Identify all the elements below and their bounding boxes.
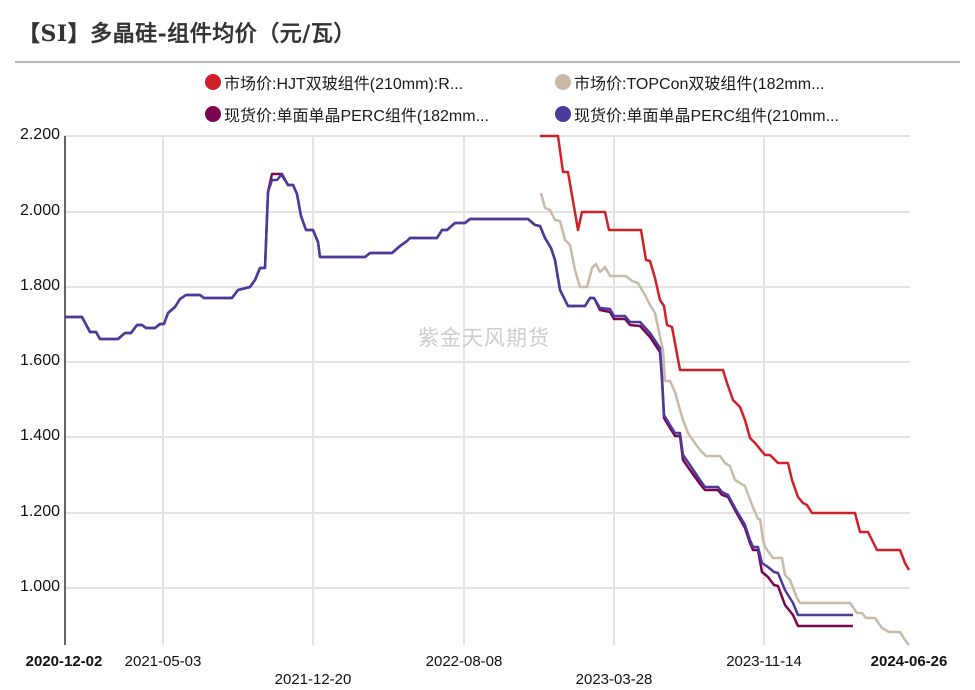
- y-tick-label: 1.800: [19, 277, 60, 294]
- series-perc-182-line: [65, 172, 853, 628]
- legend-item-perc-182[interactable]: 现货价:单面单晶PERC组件(182mm...: [205, 102, 489, 126]
- y-tick-label: 1.600: [19, 352, 60, 369]
- x-tick-label: 2021-12-20: [274, 671, 352, 688]
- x-tick-label: 2021-05-03: [124, 653, 202, 670]
- legend-label: 现货价:单面单晶PERC组件(182mm...: [224, 108, 489, 125]
- legend-dot-icon: [205, 74, 221, 90]
- y-tick-label: 1.400: [19, 427, 60, 444]
- legend-label: 现货价:单面单晶PERC组件(210mm...: [574, 108, 839, 125]
- series-topcon-line: [539, 192, 910, 646]
- x-tick-label: 2023-11-14: [726, 653, 802, 670]
- legend-item-perc-210[interactable]: 现货价:单面单晶PERC组件(210mm...: [555, 102, 839, 126]
- x-tick-label: 2023-03-28: [575, 671, 653, 688]
- legend-item-hjt[interactable]: 市场价:HJT双玻组件(210mm):R...: [205, 70, 463, 94]
- series-perc-210-line: [65, 172, 853, 617]
- title-divider: [15, 61, 960, 63]
- grid-lines: [65, 135, 910, 645]
- legend-dot-icon: [205, 106, 221, 122]
- watermark: 紫金天风期货: [418, 327, 550, 350]
- legend-dot-icon: [555, 74, 571, 90]
- legend-dot-icon: [555, 106, 571, 122]
- chart-title: 【SI】多晶硅-组件均价（元/瓦）: [18, 21, 356, 47]
- x-tick-label: 2022-08-08: [425, 653, 503, 670]
- x-axis-end-label: 2024-06-26: [870, 653, 948, 670]
- legend-label: 市场价:HJT双玻组件(210mm):R...: [224, 76, 464, 93]
- y-tick-label: 1.200: [19, 503, 60, 520]
- y-tick-label: 2.200: [19, 126, 60, 143]
- y-tick-label: 2.000: [19, 202, 60, 219]
- series-hjt-line: [540, 134, 911, 571]
- legend-item-topcon[interactable]: 市场价:TOPCon双玻组件(182mm...: [555, 70, 824, 94]
- legend-label: 市场价:TOPCon双玻组件(182mm...: [574, 76, 825, 93]
- x-axis-start-label: 2020-12-02: [25, 653, 103, 670]
- y-tick-label: 1.000: [19, 578, 60, 595]
